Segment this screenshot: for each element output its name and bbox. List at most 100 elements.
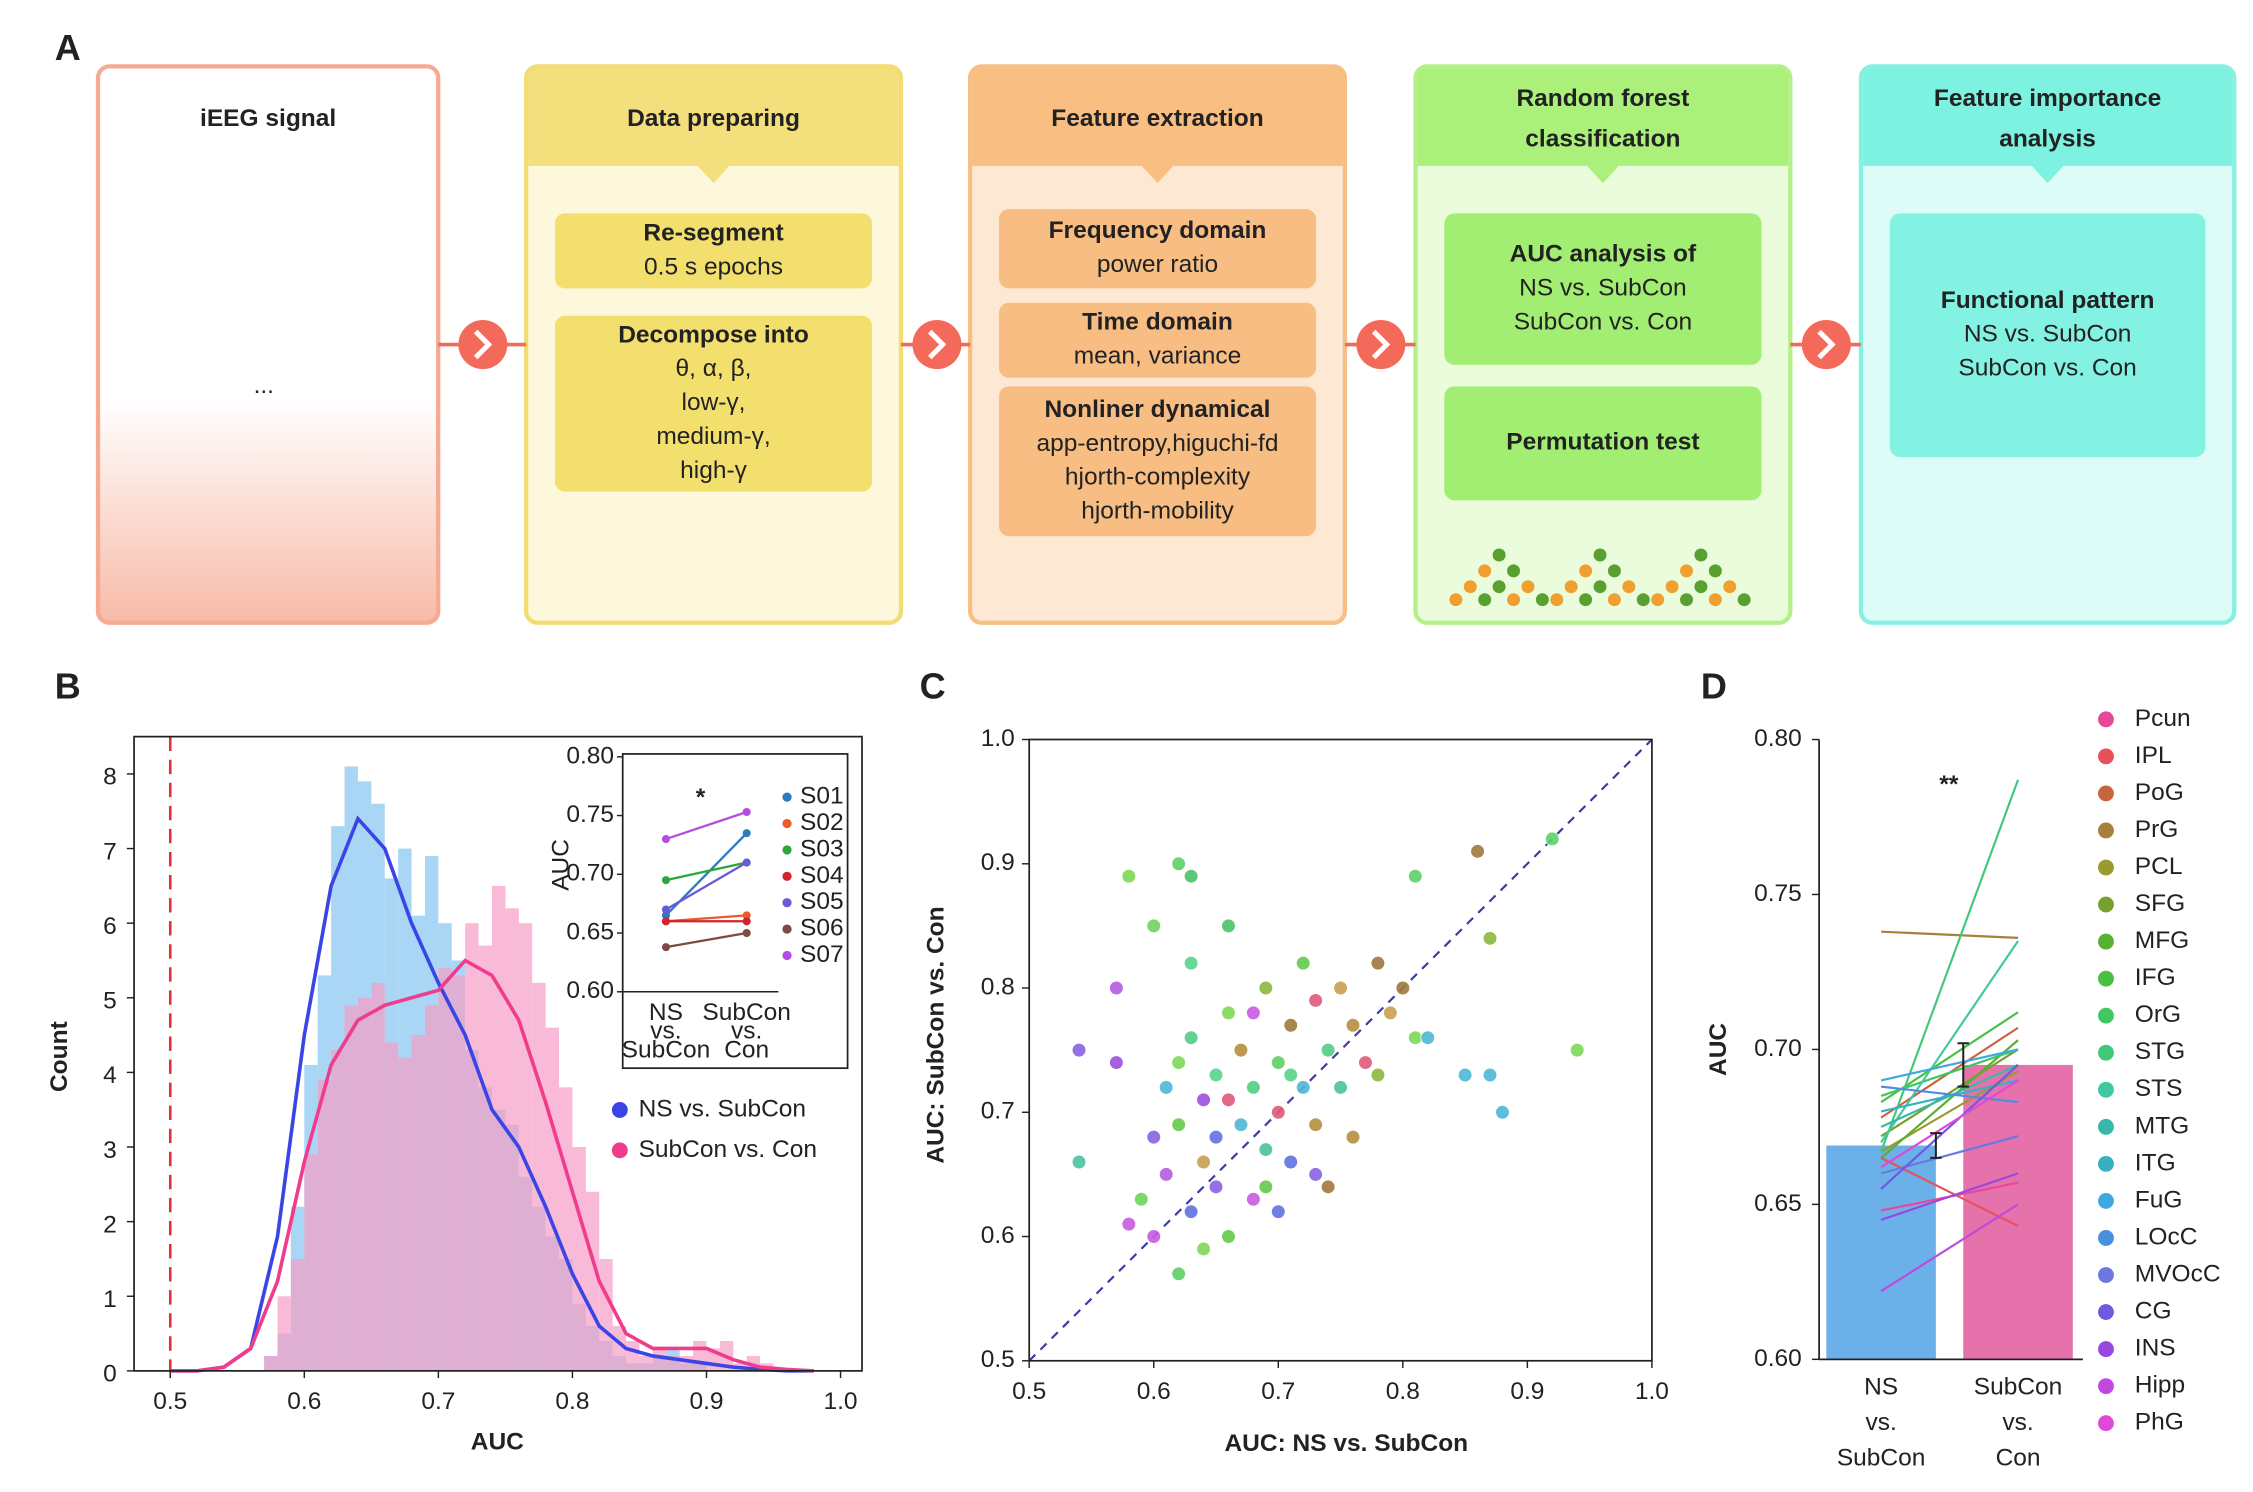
legend-marker: [2098, 1341, 2114, 1358]
ellipsis: ...: [254, 372, 274, 399]
legend-marker: [782, 792, 792, 802]
hist-bar: [438, 967, 452, 1371]
point: [1258, 980, 1274, 996]
hist-bar: [304, 1154, 318, 1371]
x-tick-label: Con: [724, 1036, 769, 1063]
y-tick-label: 4: [103, 1062, 117, 1089]
point: [1333, 1080, 1348, 1095]
point: [1358, 1055, 1373, 1070]
point: [1233, 1042, 1249, 1058]
tree-node: [1694, 548, 1708, 562]
point: [1146, 918, 1162, 934]
hist-bar: [572, 1147, 586, 1371]
point: [1320, 1179, 1336, 1195]
y-tick-label: 6: [103, 913, 117, 940]
x-tick-label: 0.9: [1510, 1378, 1544, 1405]
tree-node: [1579, 564, 1593, 578]
legend-label: S01: [800, 783, 844, 810]
tree-node: [1507, 564, 1521, 578]
point: [1183, 1030, 1199, 1046]
x-tick-label: 0.6: [287, 1388, 321, 1415]
point: [1221, 918, 1236, 934]
point: [742, 807, 751, 817]
legend-marker: [2098, 711, 2114, 728]
point: [1308, 1117, 1323, 1133]
box-text: high-γ: [680, 457, 747, 484]
tree-node: [1651, 593, 1665, 607]
legend-label: IPL: [2135, 742, 2172, 769]
step-box: [1889, 213, 2206, 457]
legend-marker: [2098, 1378, 2114, 1395]
y-tick-label: 0.60: [1754, 1345, 1802, 1372]
legend-marker: [2098, 859, 2114, 876]
panel-label: A: [55, 27, 81, 68]
tree-node: [1449, 593, 1463, 607]
point: [1221, 1005, 1236, 1021]
x-tick-label: Con: [1996, 1444, 2041, 1471]
step-title: analysis: [1999, 125, 2096, 152]
legend-label: ITG: [2135, 1149, 2176, 1176]
legend-marker: [2098, 1044, 2114, 1061]
y-tick-label: 0.80: [566, 742, 614, 769]
y-tick-label: 0.70: [1754, 1035, 1802, 1062]
diagonal: [1028, 738, 1653, 1362]
box-text: power ratio: [1097, 251, 1218, 278]
error-bar: [1957, 1042, 1970, 1088]
point: [1183, 868, 1199, 884]
box-text: θ, α, β,: [676, 355, 752, 382]
legend-label: SFG: [2135, 890, 2185, 917]
box-text: hjorth-complexity: [1065, 464, 1251, 491]
legend-marker: [782, 898, 792, 908]
tree-node: [1535, 593, 1549, 607]
legend-marker: [2098, 1267, 2114, 1283]
point: [1196, 1092, 1211, 1108]
tree-node: [1579, 593, 1593, 607]
hist-bar: [317, 1079, 332, 1371]
legend-marker: [2098, 1081, 2114, 1098]
y-tick-label: 1: [103, 1286, 117, 1313]
point: [1270, 1104, 1286, 1120]
y-tick-label: 0.5: [981, 1346, 1015, 1373]
x-tick-label: NS: [1864, 1374, 1898, 1401]
legend-marker: [2098, 1007, 2114, 1024]
legend-label: PhG: [2135, 1409, 2184, 1436]
legend-label: INS: [2135, 1335, 2176, 1362]
step-title: Random forest: [1516, 85, 1689, 112]
arrow-circle: [1801, 320, 1851, 370]
bar: [1826, 1145, 1936, 1360]
legend-label: PrG: [2135, 816, 2179, 843]
step-box: [554, 213, 873, 289]
step-box: [1444, 213, 1762, 365]
y-tick-label: 0.8: [981, 973, 1015, 1000]
annotation: **: [1939, 771, 1959, 798]
x-tick-label: 0.7: [421, 1388, 455, 1415]
point: [1146, 1129, 1162, 1145]
x-axis-label: AUC: [471, 1428, 524, 1455]
tree-node: [1680, 593, 1693, 607]
legend-marker: [2098, 1155, 2114, 1172]
tree-node: [1607, 593, 1621, 607]
tree-node: [1708, 593, 1722, 607]
box-text: Decompose into: [618, 321, 809, 348]
point: [1544, 831, 1560, 847]
tree-node: [1665, 580, 1679, 594]
box-text: app-entropy,higuchi-fd: [1036, 430, 1278, 457]
point: [1457, 1067, 1473, 1083]
legend-marker: [782, 950, 792, 961]
x-tick-label: vs.: [2002, 1409, 2033, 1436]
tree-node: [1723, 580, 1737, 594]
tree-node: [1492, 580, 1506, 594]
box-text: SubCon vs. Con: [1514, 308, 1692, 335]
legend-label: Pcun: [2135, 705, 2191, 732]
hist-bar: [344, 1005, 358, 1371]
tree-node: [1550, 593, 1564, 607]
legend-label: S02: [800, 809, 844, 836]
tree-node: [1521, 580, 1535, 594]
y-tick-label: 0.70: [566, 860, 614, 887]
series-line: [665, 931, 747, 949]
x-tick-label: vs.: [731, 1018, 762, 1045]
region-line: [1881, 930, 2019, 939]
hist-bar: [626, 1341, 640, 1371]
step-header: [1863, 68, 2233, 184]
step-header: [972, 68, 1343, 184]
